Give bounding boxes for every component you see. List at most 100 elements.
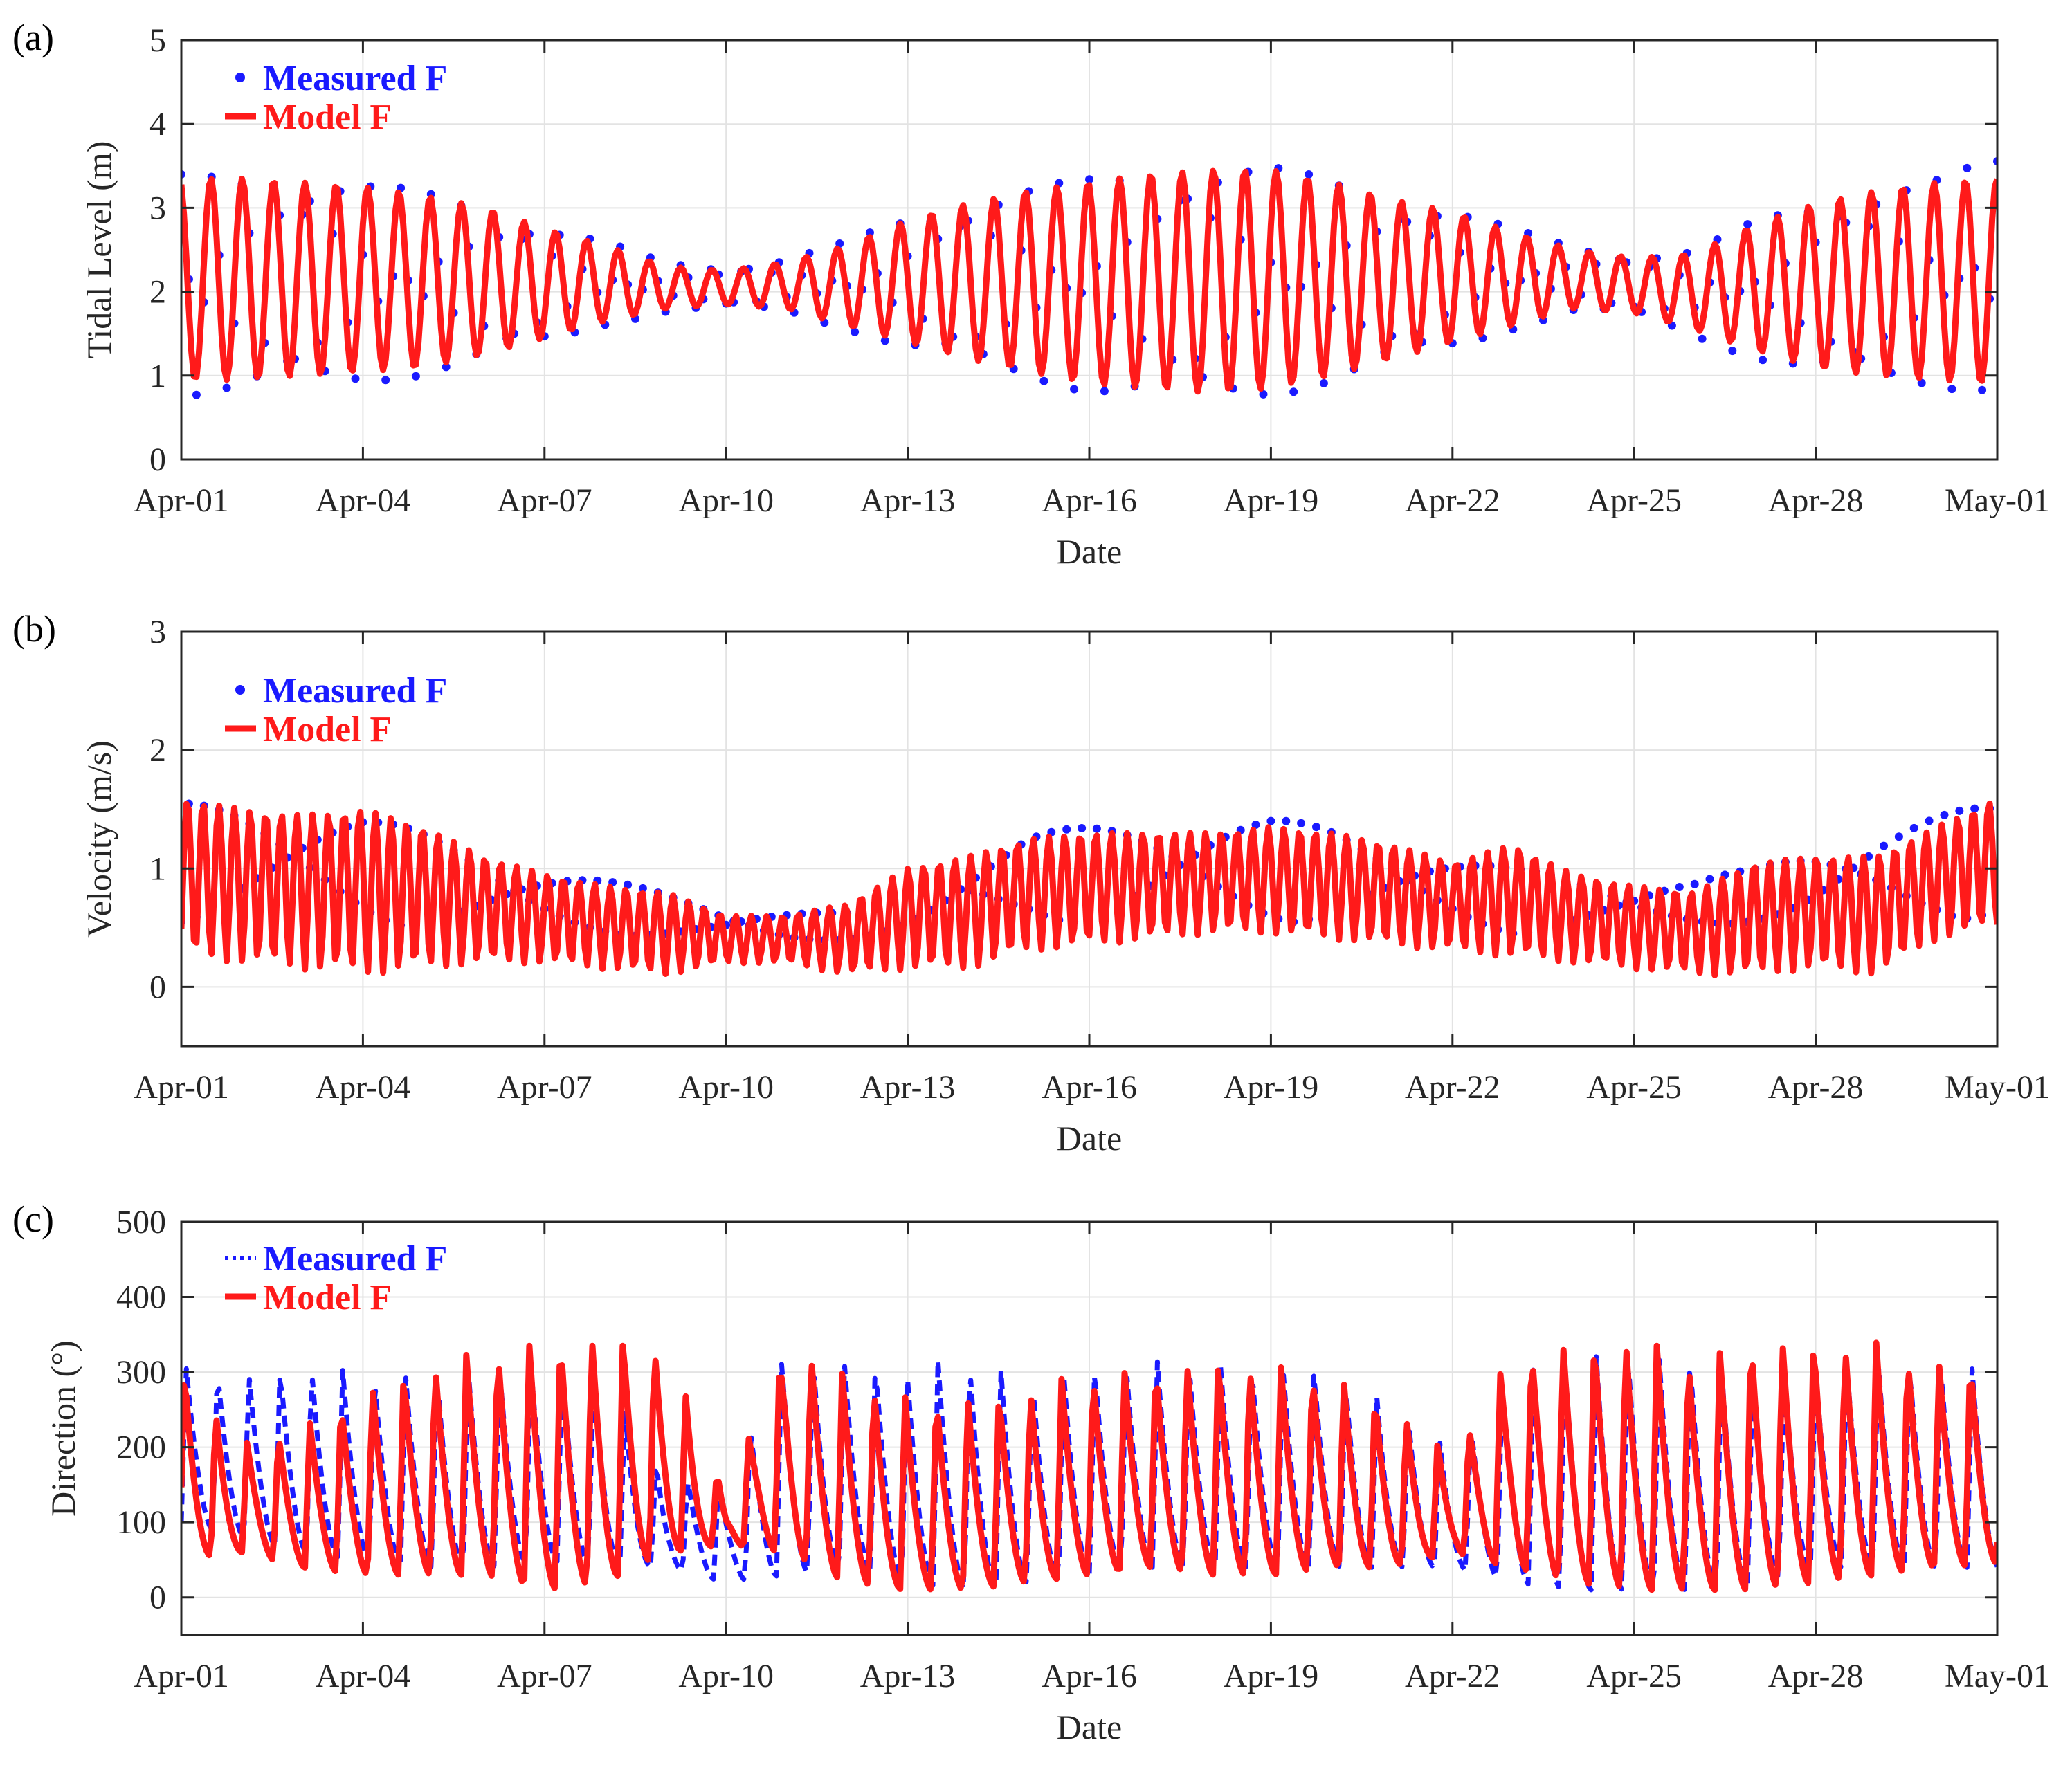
- measured-point: [1319, 378, 1328, 387]
- x-tick-label: Apr-01: [134, 482, 229, 519]
- x-tick-label: Apr-16: [1042, 482, 1137, 519]
- y-tick-label: 300: [116, 1354, 166, 1391]
- x-axis-label: Date: [1057, 532, 1122, 571]
- panel-c: Apr-01 Apr-04 Apr-07 Apr-10 Apr-13 Apr-16 Apr-…: [12, 1198, 2050, 1746]
- x-tick-label: Apr-16: [1042, 1658, 1137, 1694]
- y-tick-label: 200: [116, 1429, 166, 1466]
- measured-point: [851, 327, 860, 336]
- measured-point: [1970, 804, 1979, 813]
- measured-point: [1963, 163, 1972, 172]
- x-tick-label: Apr-25: [1586, 1658, 1682, 1694]
- measured-point: [880, 336, 889, 345]
- y-tick-label: 400: [116, 1279, 166, 1316]
- x-tick-label: Apr-13: [860, 1069, 956, 1106]
- y-axis-label: Tidal Level (m): [80, 141, 118, 359]
- measured-point: [1305, 170, 1314, 179]
- x-tick-label: Apr-07: [497, 1658, 592, 1694]
- measured-point: [1297, 819, 1306, 827]
- legend-label-model: Model F: [263, 98, 392, 137]
- model-line: [181, 167, 1997, 395]
- x-tick-label: May-01: [1945, 482, 2050, 519]
- x-axis-label: Date: [1057, 1708, 1122, 1746]
- y-tick-label: 2: [149, 274, 166, 311]
- measured-point: [1062, 825, 1071, 834]
- panel-label: (c): [12, 1198, 54, 1240]
- measured-point: [1675, 883, 1684, 891]
- x-tick-label: Apr-13: [860, 482, 956, 519]
- measured-point: [1705, 875, 1714, 884]
- measured-point: [1690, 879, 1699, 888]
- measured-point: [1743, 220, 1752, 229]
- x-tick-label: Apr-22: [1405, 1069, 1500, 1106]
- measured-point: [1251, 821, 1260, 829]
- measured-point: [1909, 823, 1918, 832]
- measured-point: [865, 228, 874, 237]
- legend-label-measured: Measured F: [263, 1239, 447, 1279]
- y-tick-label: 1: [149, 358, 166, 394]
- measured-point: [1078, 824, 1087, 832]
- model-line: [181, 1339, 1997, 1593]
- measured-point: [1259, 390, 1268, 399]
- panel-label: (a): [12, 17, 54, 58]
- y-tick-label: 3: [149, 614, 166, 650]
- measured-point: [1092, 824, 1101, 833]
- measured-point: [1728, 347, 1737, 356]
- measured-point: [381, 376, 390, 385]
- x-tick-label: Apr-13: [860, 1658, 956, 1694]
- x-tick-label: Apr-04: [316, 1069, 411, 1106]
- x-tick-label: Apr-19: [1224, 1069, 1319, 1106]
- y-tick-label: 0: [149, 969, 166, 1005]
- y-tick-label: 500: [116, 1204, 166, 1241]
- legend-marker-measured: [235, 685, 245, 695]
- y-tick-label: 2: [149, 732, 166, 769]
- measured-point: [1100, 387, 1109, 396]
- legend-label-model: Model F: [263, 710, 392, 749]
- legend-marker-measured: [235, 73, 245, 82]
- measured-point: [1312, 823, 1320, 832]
- x-tick-label: May-01: [1945, 1069, 2050, 1106]
- legend-label-measured: Measured F: [263, 671, 447, 711]
- x-axis-label: Date: [1057, 1119, 1122, 1158]
- x-tick-label: Apr-07: [497, 482, 592, 519]
- x-tick-label: Apr-19: [1224, 1658, 1319, 1694]
- measured-point: [1282, 816, 1291, 825]
- legend-label-measured: Measured F: [263, 59, 447, 98]
- x-tick-label: Apr-22: [1405, 1658, 1500, 1694]
- series-group: [181, 1339, 1997, 1593]
- y-tick-label: 0: [149, 441, 166, 478]
- measured-point: [222, 383, 231, 392]
- legend-label-model: Model F: [263, 1278, 392, 1317]
- series-group: [181, 799, 1997, 978]
- x-tick-label: Apr-01: [134, 1069, 229, 1106]
- measured-point: [1978, 385, 1987, 394]
- x-tick-label: Apr-28: [1768, 1658, 1864, 1694]
- panel-b: Apr-01 Apr-04 Apr-07 Apr-10 Apr-13 Apr-16 Apr-…: [12, 608, 2050, 1158]
- x-tick-label: Apr-10: [678, 1069, 774, 1106]
- measured-point: [1955, 806, 1964, 815]
- y-tick-label: 3: [149, 190, 166, 226]
- measured-point: [1070, 385, 1079, 394]
- x-tick-label: Apr-25: [1586, 1069, 1682, 1106]
- measured-point: [1759, 356, 1767, 365]
- measured-point: [1947, 385, 1956, 394]
- x-tick-label: Apr-07: [497, 1069, 592, 1106]
- measured-point: [1698, 334, 1707, 343]
- measured-point: [1940, 810, 1949, 819]
- y-axis-label: Velocity (m/s): [80, 740, 118, 938]
- x-tick-label: Apr-16: [1042, 1069, 1137, 1106]
- x-tick-label: May-01: [1945, 1658, 2050, 1694]
- x-tick-label: Apr-01: [134, 1658, 229, 1694]
- x-tick-label: Apr-22: [1405, 482, 1500, 519]
- measured-point: [1894, 832, 1903, 841]
- x-tick-label: Apr-28: [1768, 1069, 1864, 1106]
- panel-label: (b): [12, 608, 56, 650]
- y-tick-label: 0: [149, 1580, 166, 1616]
- x-tick-label: Apr-28: [1768, 482, 1864, 519]
- x-tick-label: Apr-19: [1224, 482, 1319, 519]
- model-line: [181, 800, 1997, 978]
- x-tick-label: Apr-10: [678, 1658, 774, 1694]
- y-axis-label: Direction (°): [44, 1340, 82, 1517]
- y-tick-label: 1: [149, 850, 166, 887]
- series-group: [181, 157, 1997, 399]
